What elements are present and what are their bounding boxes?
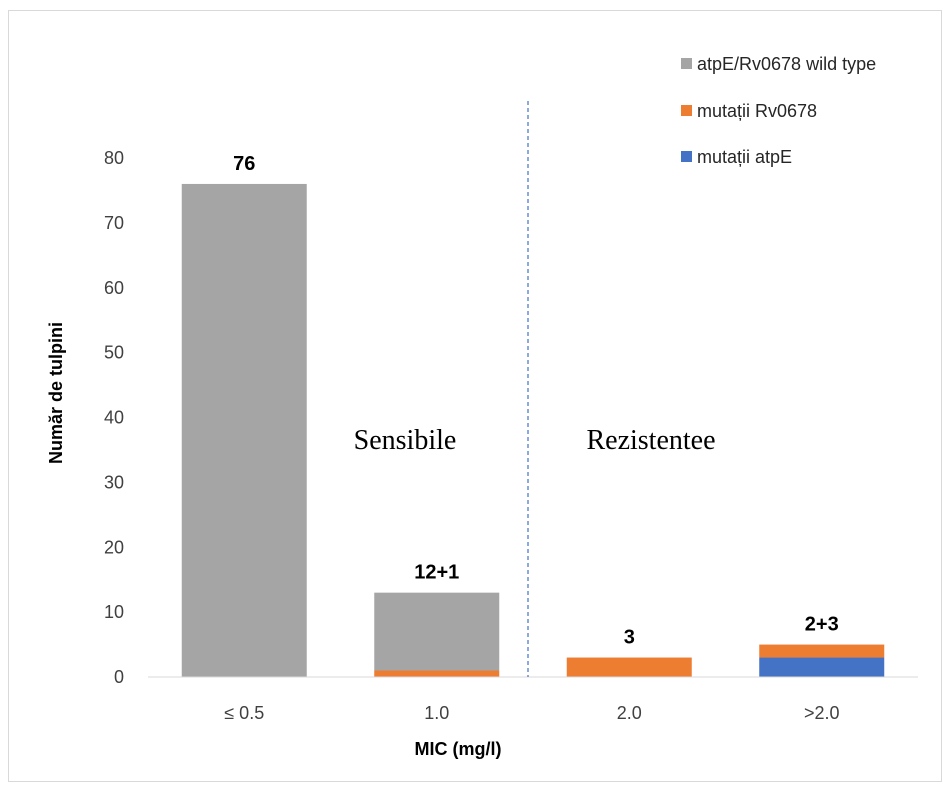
y-axis-title: Număr de tulpini — [46, 322, 66, 464]
annotation-sensibile: Sensibile — [354, 425, 457, 456]
legend-swatch — [681, 58, 692, 69]
x-axis-title: MIC (mg/l) — [415, 739, 502, 759]
bar-segment — [181, 183, 307, 677]
y-tick-label: 10 — [104, 602, 124, 622]
legend-swatch — [681, 151, 692, 162]
y-tick-label: 50 — [104, 343, 124, 363]
data-label: 2+3 — [805, 614, 839, 636]
data-label: 76 — [233, 153, 255, 175]
legend-swatch — [681, 105, 692, 116]
bar-segment — [374, 670, 500, 677]
bar-segment — [566, 657, 692, 677]
bar-segment — [759, 644, 885, 658]
legend-label: atpE/Rv0678 wild type — [697, 54, 876, 74]
y-tick-label: 80 — [104, 148, 124, 168]
data-label: 3 — [624, 627, 635, 649]
data-label: 12+1 — [414, 562, 459, 584]
y-tick-label: 0 — [114, 667, 124, 687]
bar-segment — [374, 592, 500, 671]
y-tick-label: 40 — [104, 408, 124, 428]
y-tick-label: 60 — [104, 278, 124, 298]
x-tick-label: ≤ 0.5 — [224, 703, 264, 723]
legend-label: mutații atpE — [697, 147, 792, 167]
bar-segment — [759, 657, 885, 677]
y-tick-label: 20 — [104, 537, 124, 557]
y-tick-label: 70 — [104, 213, 124, 233]
x-tick-label: 1.0 — [424, 703, 449, 723]
x-tick-label: >2.0 — [804, 703, 840, 723]
annotation-rezistentee: Rezistentee — [586, 425, 715, 456]
legend-label: mutații Rv0678 — [697, 101, 817, 121]
x-tick-label: 2.0 — [617, 703, 642, 723]
y-tick-label: 30 — [104, 472, 124, 492]
